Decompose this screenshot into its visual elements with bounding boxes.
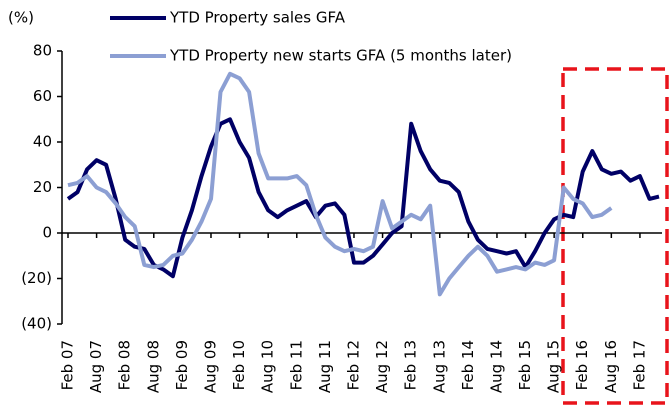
x-tick-label: Aug 13	[430, 340, 448, 393]
x-tick-label: Feb 17	[630, 340, 648, 390]
x-tick-label: Feb 14	[459, 340, 477, 390]
legend-label: YTD Property new starts GFA (5 months la…	[169, 47, 512, 65]
series-line	[67, 71, 613, 297]
x-tick-label: Feb 08	[116, 340, 134, 390]
y-tick-label: 40	[33, 133, 52, 151]
x-tick-label: Feb 10	[230, 340, 248, 390]
x-tick-label: Feb 16	[573, 340, 591, 390]
unit-label: (%)	[8, 9, 34, 27]
y-tick-label: 80	[33, 42, 52, 60]
x-tick-label: Feb 11	[287, 340, 305, 390]
x-tick-label: Aug 12	[373, 340, 391, 393]
y-tick-label: 20	[33, 178, 52, 196]
x-tick-label: Aug 15	[545, 340, 563, 393]
x-tick-label: Aug 09	[201, 340, 219, 393]
x-tick-label: Aug 07	[87, 340, 105, 393]
y-tick-label: 60	[33, 87, 52, 105]
x-tick-label: Feb 13	[402, 340, 420, 390]
legend-label: YTD Property sales GFA	[169, 9, 346, 27]
x-tick-label: Aug 14	[487, 340, 505, 393]
y-tick-label: (20)	[21, 269, 52, 287]
x-tick-label: Aug 08	[144, 340, 162, 393]
y-tick-label: 0	[42, 224, 52, 242]
highlight-box	[561, 67, 669, 405]
x-tick-label: Feb 12	[344, 340, 362, 390]
y-tick-label: (40)	[21, 315, 52, 333]
x-tick-label: Aug 10	[259, 340, 277, 393]
x-tick-label: Aug 16	[602, 340, 620, 393]
x-tick-label: Aug 11	[316, 340, 334, 393]
x-tick-label: Feb 07	[59, 340, 77, 390]
x-tick-label: Feb 15	[516, 340, 534, 390]
x-tick-label: Feb 09	[173, 340, 191, 390]
